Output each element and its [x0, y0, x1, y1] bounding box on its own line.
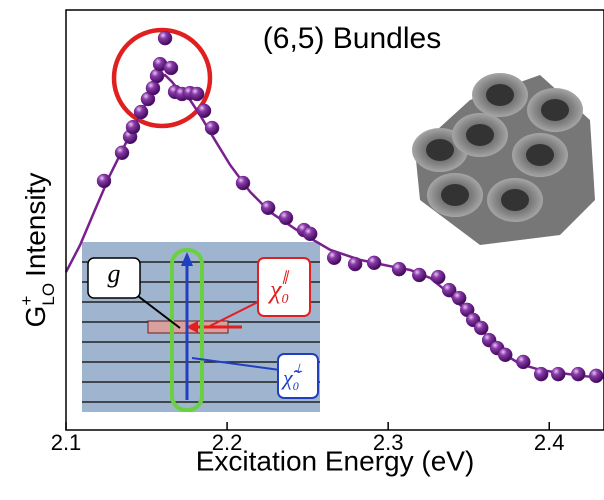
- data-point: [452, 291, 466, 305]
- chi-sub: 0: [293, 379, 299, 393]
- data-point: [164, 61, 178, 75]
- data-point: [261, 201, 275, 215]
- y-label-rest: Intensity: [20, 173, 51, 277]
- data-point: [279, 211, 293, 225]
- data-point: [392, 262, 406, 276]
- y-axis-label: G+LO Intensity: [17, 173, 58, 328]
- chi-sup: ∥: [281, 270, 289, 285]
- y-label-sup: +: [17, 296, 36, 306]
- data-point: [97, 174, 111, 188]
- nanotube-bundle-image: [412, 73, 595, 245]
- data-point: [236, 176, 250, 190]
- y-label-base: G: [20, 306, 51, 328]
- data-point: [126, 120, 140, 134]
- data-point: [115, 146, 129, 160]
- data-point: [134, 105, 148, 119]
- data-point: [474, 321, 488, 335]
- data-point: [190, 87, 204, 101]
- data-point: [589, 369, 603, 383]
- data-point: [158, 31, 172, 45]
- y-label-sub: LO: [39, 283, 58, 306]
- inset-label-g: g: [108, 259, 121, 288]
- data-point: [571, 367, 585, 381]
- data-point: [412, 268, 426, 282]
- inset-diagram: g χ0∥ χ̃0⊥: [82, 242, 320, 412]
- data-point: [516, 355, 530, 369]
- data-point: [303, 227, 317, 241]
- chi-sup: ⊥: [293, 361, 303, 375]
- x-tick-label: 2.3: [373, 430, 404, 455]
- chart-title: (6,5) Bundles: [263, 22, 441, 55]
- data-point: [197, 104, 211, 118]
- data-point: [348, 257, 362, 271]
- data-point: [367, 256, 381, 270]
- x-tick-label: 2.2: [212, 430, 243, 455]
- data-point: [146, 81, 160, 95]
- chi-sub: 0: [281, 292, 288, 307]
- chi-base: χ: [267, 275, 282, 304]
- data-point: [534, 367, 548, 381]
- x-tick-label: 2.4: [534, 430, 565, 455]
- data-point: [205, 121, 219, 135]
- data-point: [327, 251, 341, 265]
- x-tick-label: 2.1: [51, 430, 82, 455]
- data-point: [551, 367, 565, 381]
- data-point: [498, 348, 512, 362]
- data-point: [431, 270, 445, 284]
- chart: g χ0∥ χ̃0⊥ (6,5) Bundles Excitation Ener…: [0, 0, 604, 500]
